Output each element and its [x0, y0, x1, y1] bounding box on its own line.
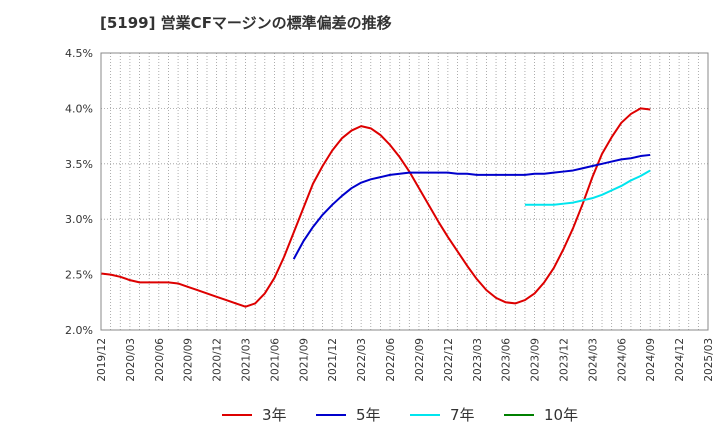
- series-line-3年: [100, 107, 651, 308]
- grid-lines: [101, 53, 708, 330]
- legend-label: 10年: [544, 406, 579, 424]
- series-line-5年: [292, 153, 651, 260]
- x-tick-label: 2021/12: [327, 338, 339, 382]
- y-tick-label: 4.5%: [65, 47, 93, 60]
- x-tick-label: 2022/03: [356, 338, 368, 382]
- line-chart: 2.0%2.5%3.0%3.5%4.0%4.5% 2019/12 2020/03 2…: [65, 47, 715, 382]
- x-tick-label: 2023/03: [472, 338, 484, 382]
- plot-frame: [100, 52, 709, 331]
- x-tick-label: 2021/03: [241, 338, 253, 382]
- x-tick-label: 2021/09: [298, 338, 310, 382]
- legend-label: 5年: [356, 406, 381, 424]
- x-tick-label: 2024/12: [674, 338, 686, 382]
- x-tick-label: 2024/09: [645, 338, 657, 382]
- x-tick-label: 2022/06: [385, 338, 397, 382]
- legend-item: 7年: [410, 404, 475, 425]
- x-tick-label: 2023/09: [530, 338, 542, 382]
- series-line-7年: [524, 169, 651, 206]
- x-tick-label: 2021/06: [269, 338, 281, 382]
- x-tick-label: 2025/03: [703, 338, 715, 382]
- x-tick-label: 2022/12: [443, 338, 455, 382]
- y-tick-label: 2.0%: [65, 324, 93, 337]
- x-tick-label: 2020/06: [154, 338, 166, 382]
- legend-label: 7年: [450, 406, 475, 424]
- y-tick-label: 3.5%: [65, 158, 93, 171]
- legend-label: 3年: [262, 406, 287, 424]
- legend-item: 3年: [222, 404, 287, 425]
- x-tick-label: 2024/03: [587, 338, 599, 382]
- x-tick-label: 2023/12: [558, 338, 570, 382]
- x-axis-ticks: 2019/12 2020/03 2020/06 2020/09 2020/12 2021/…: [96, 338, 715, 382]
- x-tick-label: 2019/12: [96, 338, 108, 382]
- y-tick-label: 4.0%: [65, 102, 93, 115]
- legend-item: 10年: [504, 404, 578, 425]
- x-tick-label: 2022/09: [414, 338, 426, 382]
- y-axis-ticks: 2.0% 2.5% 3.0% 3.5% 4.0% 4.5%: [65, 47, 93, 337]
- y-tick-label: 2.5%: [65, 269, 93, 282]
- legend-item: 5年: [316, 404, 381, 425]
- x-tick-label: 2020/12: [212, 338, 224, 382]
- x-tick-label: 2020/09: [183, 338, 195, 382]
- legend: 3年 5年 7年 10年: [0, 400, 720, 430]
- y-tick-label: 3.0%: [65, 213, 93, 226]
- legend-swatch: [222, 413, 252, 416]
- legend-swatch: [504, 413, 534, 416]
- x-tick-label: 2020/03: [125, 338, 137, 382]
- legend-swatch: [316, 413, 346, 416]
- legend-swatch: [410, 413, 440, 416]
- chart-title: [5199] 営業CFマージンの標準偏差の推移: [100, 14, 392, 32]
- x-tick-label: 2023/06: [501, 338, 513, 382]
- x-tick-label: 2024/06: [616, 338, 628, 382]
- series-lines: [100, 107, 651, 308]
